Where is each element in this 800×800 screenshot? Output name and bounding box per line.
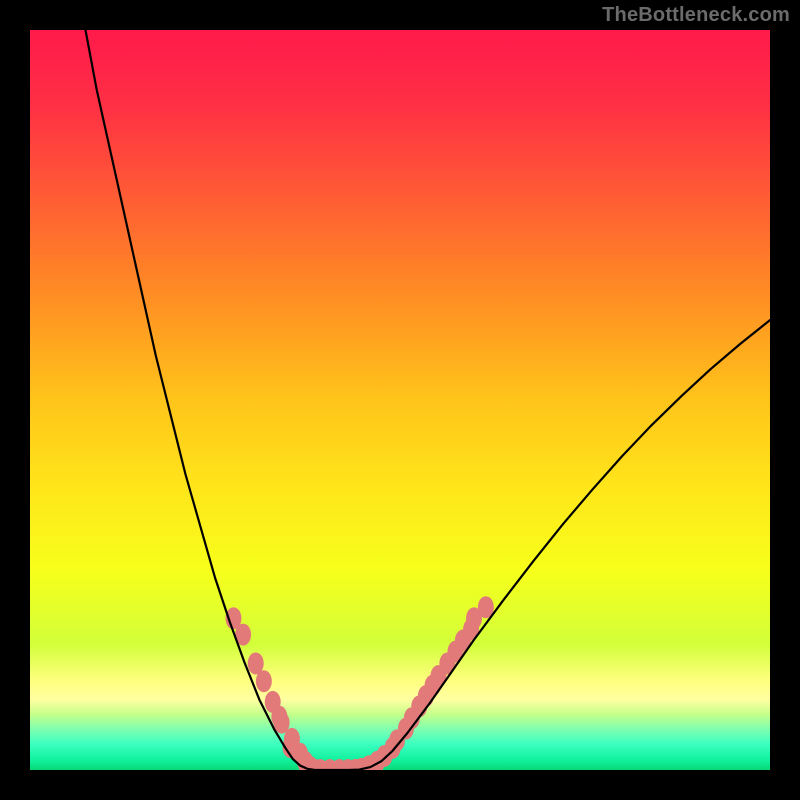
- plot-background: [30, 30, 770, 770]
- chart-frame: TheBottleneck.com: [0, 0, 800, 800]
- chart-svg: [0, 0, 800, 800]
- marker-dot: [256, 670, 272, 692]
